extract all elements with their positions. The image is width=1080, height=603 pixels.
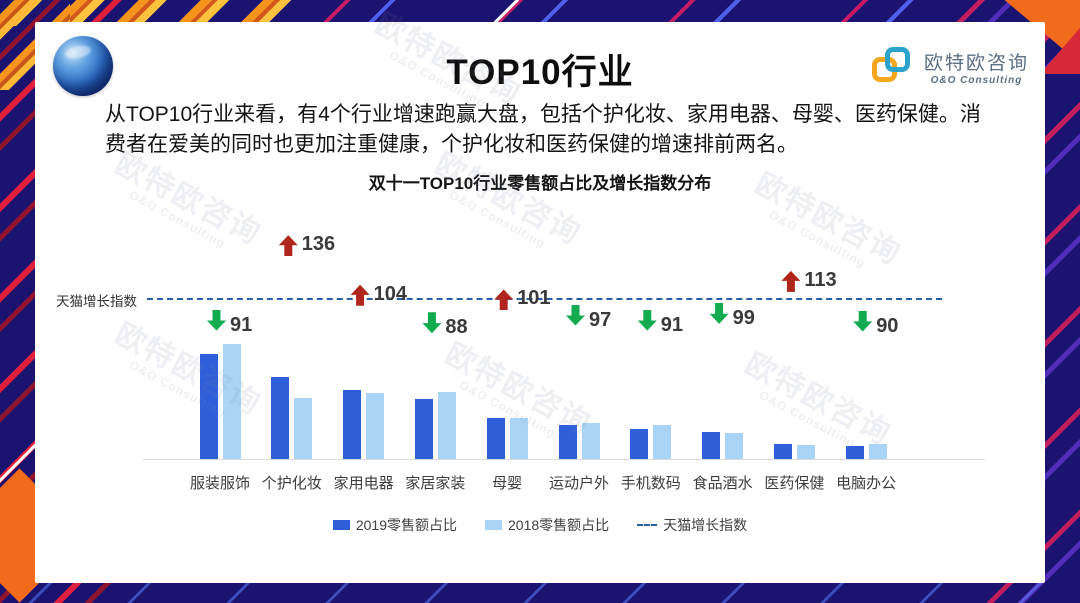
logo-icon	[871, 44, 917, 90]
growth-index-value: 91	[230, 313, 253, 336]
growth-index-value: 97	[589, 308, 612, 331]
logo-text: 欧特欧咨询 O&O Consulting	[924, 48, 1029, 86]
bar-2019零售额占比	[271, 377, 290, 459]
bar-2018零售额占比	[653, 425, 672, 459]
growth-index-value: 113	[804, 268, 837, 291]
bar-2019零售额占比	[486, 417, 505, 459]
growth-index-value: 136	[301, 233, 336, 256]
up-arrow-icon	[278, 235, 298, 257]
category-label: 电脑办公	[836, 475, 897, 492]
legend-item-2019: 2019零售额占比	[332, 515, 457, 535]
frame-white-accent-line	[493, 0, 520, 25]
bar-2018零售额占比	[366, 392, 385, 459]
growth-index-dashed-line	[147, 298, 942, 300]
frame-bottom-stripes	[0, 583, 1080, 603]
down-arrow-icon	[207, 309, 226, 331]
growth-index-value: 88	[445, 316, 468, 339]
up-arrow-icon	[781, 270, 801, 292]
logo-tagline: O&O Consulting	[930, 75, 1023, 86]
growth-index-value: 90	[876, 314, 899, 337]
category-label: 个护化妆	[261, 475, 322, 492]
bar-2018零售额占比	[796, 445, 815, 459]
logo-company-name: 欧特欧咨询	[923, 53, 1029, 74]
chart-title: 双十一TOP10行业零售额占比及增长指数分布	[368, 174, 712, 193]
growth-index-value: 91	[660, 313, 684, 336]
growth-index-value: 101	[517, 287, 551, 310]
category-label: 手机数码	[620, 475, 681, 492]
bar-2018零售额占比	[437, 391, 456, 459]
category-label: 母婴	[492, 475, 523, 492]
down-arrow-icon	[422, 312, 442, 334]
bar-2019零售额占比	[845, 446, 864, 459]
category-label: 家居家装	[405, 475, 466, 492]
slide-content: TOP10行业 欧特欧咨询 O&O Consulting 从TOP10行业来看，…	[35, 7, 1045, 583]
category-label: 医药保健	[764, 475, 825, 492]
company-logo: 欧特欧咨询 O&O Consulting	[871, 44, 1029, 90]
legend-item-growth-index: 天猫增长指数	[637, 515, 747, 535]
legend-item-2018: 2018零售额占比	[485, 515, 609, 535]
down-arrow-icon	[709, 302, 729, 324]
globe-icon	[53, 36, 113, 96]
category-label: 家用电器	[333, 475, 394, 492]
category-label: 运动户外	[548, 475, 609, 492]
chart-area: 天猫增长指数 91 136 104 88 101 97 91 99 113 90 服装服饰 个护化妆…	[35, 22, 1045, 583]
bar-2018零售额占比	[509, 417, 528, 459]
bar-2019零售额占比	[773, 444, 792, 459]
intro-text: 从TOP10行业来看，有4个行业增速跑赢大盘，包括个护化妆、家用电器、母婴、医药…	[105, 103, 981, 156]
logo-square-teal	[884, 47, 910, 72]
bar-2019零售额占比	[630, 428, 649, 459]
page-title: TOP10行业	[446, 53, 634, 92]
bar-2019零售额占比	[702, 432, 721, 459]
frame-top-stripes	[280, 0, 950, 22]
bar-2018零售额占比	[581, 422, 600, 459]
category-label: 食品酒水	[692, 475, 753, 492]
down-arrow-icon	[637, 309, 657, 331]
growth-index-value: 99	[732, 306, 755, 329]
bar-2019零售额占比	[199, 354, 218, 459]
chart-legend: 2019零售额占比 2018零售额占比 天猫增长指数	[35, 515, 1045, 535]
up-arrow-icon	[350, 284, 370, 306]
bar-2018零售额占比	[222, 344, 241, 459]
bar-2019零售额占比	[558, 424, 577, 459]
bar-2018零售额占比	[294, 397, 313, 459]
growth-index-axis-label: 天猫增长指数	[56, 294, 137, 309]
bar-2018零售额占比	[868, 444, 887, 459]
frame-topright-red-accent	[1040, 28, 1080, 74]
x-axis-line	[143, 459, 985, 460]
category-label: 服装服饰	[189, 475, 250, 492]
down-arrow-icon	[566, 304, 585, 326]
bar-2019零售额占比	[343, 390, 362, 459]
bar-2018零售额占比	[725, 433, 744, 459]
down-arrow-icon	[853, 310, 873, 332]
growth-index-value: 104	[373, 282, 407, 305]
bar-2019零售额占比	[414, 398, 433, 459]
